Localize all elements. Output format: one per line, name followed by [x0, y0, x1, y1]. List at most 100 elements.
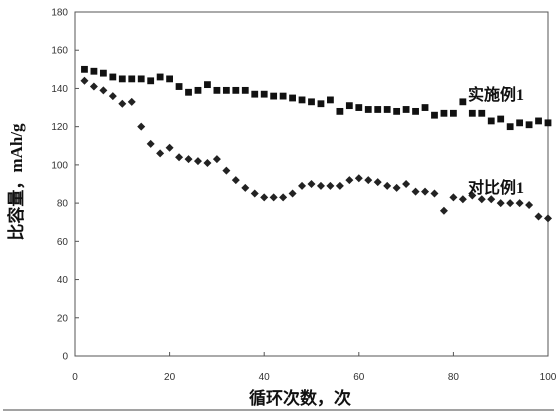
data-point-diamond	[175, 153, 184, 162]
data-point-square	[147, 77, 155, 85]
data-point-diamond	[222, 166, 231, 175]
data-point-diamond	[118, 99, 127, 108]
data-point-diamond	[108, 92, 117, 101]
data-point-diamond	[279, 193, 288, 202]
y-tick-label: 80	[57, 199, 69, 210]
data-point-diamond	[449, 193, 458, 202]
data-point-square	[402, 106, 410, 113]
x-tick-label: 100	[540, 372, 557, 383]
data-point-square	[327, 96, 334, 104]
y-tick-label: 20	[57, 313, 69, 324]
data-point-diamond	[477, 195, 486, 204]
y-tick-label: 180	[51, 8, 68, 19]
data-point-square	[109, 73, 117, 81]
data-point-diamond	[307, 180, 316, 188]
data-point-square	[516, 119, 524, 127]
data-point-diamond	[146, 139, 155, 148]
data-point-diamond	[326, 181, 335, 190]
data-point-square	[459, 98, 467, 106]
data-point-diamond	[430, 189, 439, 198]
data-point-square	[270, 92, 278, 100]
data-point-diamond	[525, 201, 534, 210]
x-tick-label: 20	[164, 372, 176, 383]
data-point-diamond	[165, 143, 174, 152]
data-point-diamond	[99, 86, 108, 95]
y-tick-label: 0	[62, 352, 68, 363]
data-point-diamond	[354, 174, 363, 183]
data-point-square	[535, 117, 542, 125]
data-point-diamond	[250, 189, 259, 198]
data-point-square	[232, 86, 240, 94]
series-label-example-1: 实施例1	[468, 85, 524, 104]
x-tick-label: 40	[259, 372, 271, 383]
data-point-diamond	[260, 193, 269, 202]
y-tick-label: 120	[51, 122, 68, 133]
data-point-square	[487, 117, 495, 125]
axis-ticks: 0 20 40 60 80 100 120 140 160 180 0 20 40 60 80 100	[51, 8, 556, 384]
data-point-square	[194, 86, 202, 94]
data-point-square	[544, 119, 552, 127]
data-point-square	[204, 81, 211, 89]
y-tick-label: 100	[51, 160, 68, 171]
data-point-diamond	[439, 206, 448, 215]
data-point-diamond	[392, 183, 401, 192]
x-tick-label: 0	[72, 372, 78, 383]
data-point-square	[156, 73, 164, 81]
data-point-square	[506, 123, 514, 131]
data-point-square	[128, 75, 136, 83]
data-point-square	[383, 106, 391, 113]
data-point-square	[90, 67, 98, 75]
data-point-diamond	[127, 97, 136, 106]
data-point-diamond	[212, 155, 221, 164]
data-point-diamond	[269, 193, 278, 202]
data-point-square	[525, 121, 533, 129]
data-point-diamond	[156, 149, 165, 158]
data-point-square	[251, 90, 259, 98]
y-tick-label: 60	[57, 237, 69, 248]
data-point-square	[175, 83, 183, 90]
y-tick-label: 160	[51, 46, 68, 57]
data-point-square	[468, 109, 476, 117]
data-point-diamond	[288, 189, 297, 198]
data-point-diamond	[335, 181, 344, 190]
data-point-diamond	[345, 176, 354, 185]
data-point-square	[345, 102, 353, 110]
data-point-diamond	[364, 176, 373, 185]
data-point-square	[166, 75, 173, 83]
data-point-square	[374, 106, 382, 113]
data-point-diamond	[468, 191, 477, 200]
plot-frame	[74, 11, 549, 357]
data-point-square	[355, 104, 363, 111]
data-point-square	[336, 107, 344, 115]
data-point-square	[478, 109, 486, 117]
y-tick-label: 140	[51, 84, 68, 95]
data-point-square	[185, 88, 192, 96]
data-point-square	[317, 100, 325, 108]
data-point-diamond	[316, 181, 325, 190]
data-point-diamond	[137, 122, 146, 131]
data-point-square	[431, 111, 438, 119]
data-point-diamond	[544, 214, 552, 223]
data-point-diamond	[496, 199, 505, 208]
data-point-diamond	[383, 181, 392, 190]
y-tick-label: 40	[57, 275, 69, 286]
data-point-diamond	[373, 178, 382, 187]
data-point-square	[81, 65, 88, 73]
y-axis-title: 比容量，mAh/g	[6, 123, 26, 241]
data-point-square	[421, 104, 429, 111]
data-point-diamond	[515, 199, 524, 208]
data-point-square	[412, 107, 419, 115]
plot-border	[74, 11, 549, 357]
data-point-square	[298, 96, 306, 104]
data-point-diamond	[534, 212, 543, 221]
data-points	[80, 65, 552, 223]
data-point-diamond	[298, 181, 307, 190]
x-tick-label: 80	[448, 372, 460, 383]
data-point-square	[393, 107, 401, 115]
data-point-diamond	[421, 187, 430, 196]
data-point-diamond	[402, 180, 411, 188]
data-point-square	[440, 109, 448, 117]
data-point-square	[289, 94, 296, 102]
